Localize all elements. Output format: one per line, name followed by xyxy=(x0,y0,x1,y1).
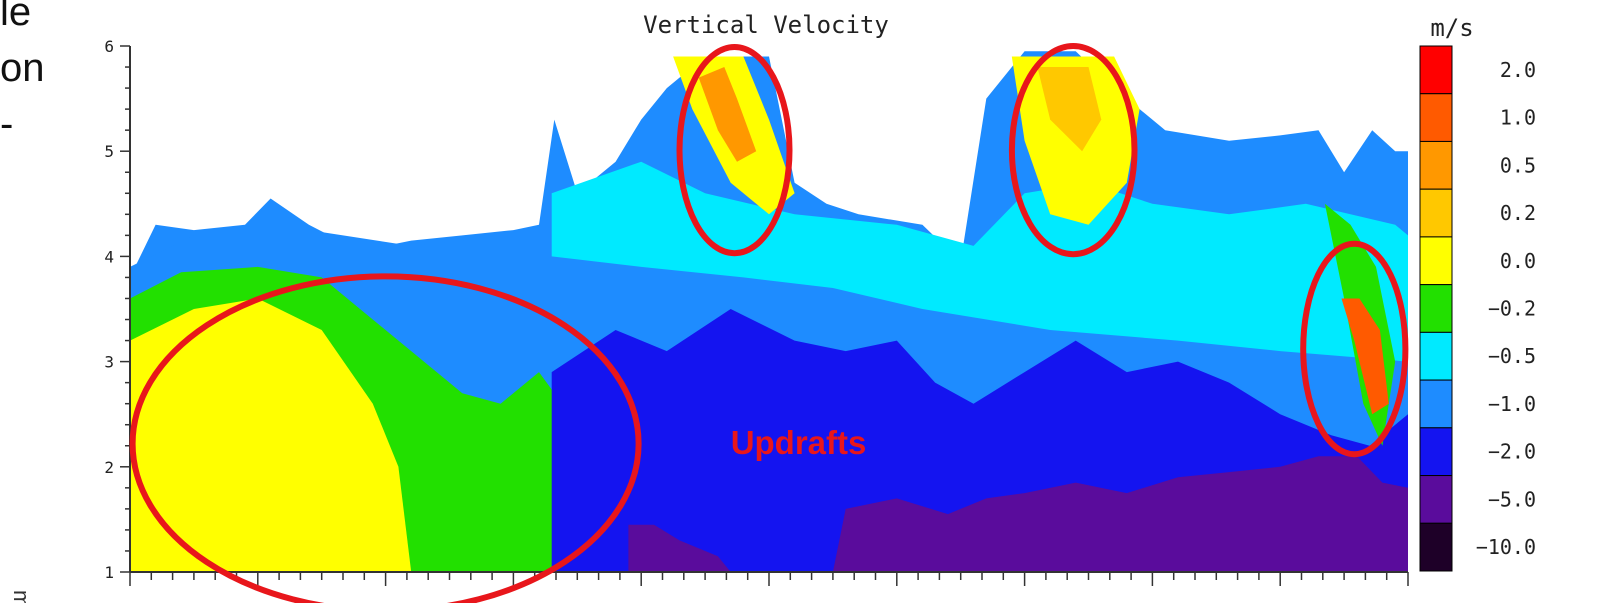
plot-area xyxy=(130,51,1408,572)
colorbar-label: −5.0 xyxy=(1488,487,1536,511)
velocity-region-9 xyxy=(698,67,757,162)
slide-text-fragments: le on - xyxy=(0,0,100,603)
colorbar-swatch xyxy=(1419,331,1453,381)
velocity-region-3 xyxy=(130,298,412,572)
y-axis-label-fragment: m) xyxy=(9,590,34,603)
colorbar-swatch xyxy=(1419,45,1453,95)
velocity-region-6 xyxy=(628,524,731,572)
highlight-ellipse-2 xyxy=(676,44,793,257)
velocity-region-4 xyxy=(551,161,1408,362)
colorbar-label: 2.0 xyxy=(1500,58,1536,82)
colorbar-label: 1.0 xyxy=(1500,106,1536,130)
highlight-ellipse-1 xyxy=(129,273,642,603)
colorbar-label: 0.0 xyxy=(1500,249,1536,273)
colorbar-swatch xyxy=(1419,140,1453,190)
y-tick-label: 6 xyxy=(104,37,114,56)
colorbar-label: −1.0 xyxy=(1488,392,1536,416)
highlight-ellipse-4 xyxy=(1300,240,1409,458)
colorbar-swatch xyxy=(1419,188,1453,238)
colorbar-label: 0.2 xyxy=(1500,201,1536,225)
highlight-ellipses xyxy=(129,43,1409,603)
colorbar-label: −10.0 xyxy=(1476,535,1536,559)
velocity-region-13 xyxy=(1341,298,1389,415)
chart-title: Vertical Velocity xyxy=(643,11,889,39)
y-tick-label: 5 xyxy=(104,142,114,161)
colorbar-swatch xyxy=(1419,284,1453,333)
updrafts-annotation: Updrafts xyxy=(731,424,867,461)
y-tick-label: 3 xyxy=(104,353,114,372)
velocity-region-11 xyxy=(1037,67,1102,152)
colorbar-swatch xyxy=(1419,236,1453,286)
colorbar-unit: m/s xyxy=(1430,14,1473,42)
colorbar: m/s 2.0 1.0 0.5 0.2 0.0 −0.2 −0.5 −1.0 −2.0 −5.0 −… xyxy=(1419,14,1536,572)
colorbar-label: −2.0 xyxy=(1488,440,1536,464)
colorbar-label: −0.2 xyxy=(1488,297,1536,321)
y-tick-label: 1 xyxy=(104,563,114,582)
colorbar-swatch xyxy=(1419,427,1453,477)
slide-text-line-1: le xyxy=(0,0,32,34)
highlight-ellipse-3 xyxy=(1008,43,1138,258)
colorbar-swatch xyxy=(1419,522,1453,572)
slide-text-line-3: - xyxy=(0,102,14,146)
colorbar-label: 0.5 xyxy=(1500,153,1536,177)
colorbar-swatch xyxy=(1419,475,1453,524)
y-tick-label: 2 xyxy=(104,458,114,477)
slide-text-line-2: on xyxy=(0,46,45,90)
y-tick-label: 4 xyxy=(104,247,114,266)
colorbar-swatch xyxy=(1419,379,1453,429)
velocity-region-7 xyxy=(832,456,1408,572)
colorbar-swatch xyxy=(1419,93,1453,142)
axes: 1 2 3 4 5 6 xyxy=(104,37,1409,586)
colorbar-label: −0.5 xyxy=(1488,344,1536,368)
